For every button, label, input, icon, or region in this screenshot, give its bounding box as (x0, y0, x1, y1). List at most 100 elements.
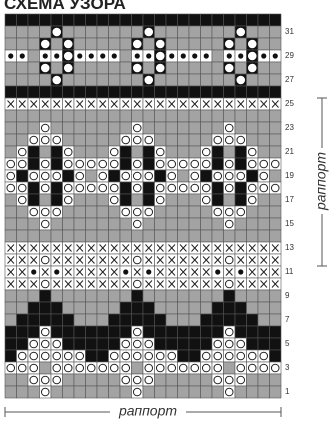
circle-symbol (132, 339, 142, 349)
cell (177, 61, 190, 75)
cell (200, 301, 213, 315)
cell (177, 25, 190, 39)
circle-symbol (109, 351, 119, 361)
cell (223, 193, 236, 207)
row-number: 13 (285, 243, 294, 252)
cell (16, 13, 29, 27)
cell (16, 61, 29, 75)
cell (96, 337, 109, 351)
cross-symbol (179, 280, 187, 288)
cell (73, 373, 86, 387)
cross-symbol (225, 268, 233, 276)
cell (154, 217, 167, 231)
cell (119, 37, 132, 51)
cell (142, 325, 155, 339)
cell (73, 289, 86, 303)
cell (246, 337, 259, 351)
circle-symbol (40, 255, 50, 265)
cross-symbol (179, 256, 187, 264)
cell (177, 349, 190, 363)
cell (188, 133, 201, 147)
cell (4, 313, 17, 327)
cross-symbol (18, 244, 26, 252)
circle-symbol (63, 39, 73, 49)
circle-symbol (236, 375, 246, 385)
cell (223, 361, 236, 375)
circle-symbol (63, 159, 73, 169)
cross-symbol (64, 256, 72, 264)
cell (211, 37, 224, 51)
cell (108, 61, 121, 75)
cell (188, 313, 201, 327)
cross-symbol (110, 268, 118, 276)
cell (108, 301, 121, 315)
cell (27, 385, 40, 399)
dot-symbol (272, 53, 278, 59)
cell (85, 325, 98, 339)
cell (257, 193, 270, 207)
cell (62, 133, 75, 147)
circle-symbol (40, 135, 50, 145)
cell (4, 25, 17, 39)
cell (188, 109, 201, 123)
cell (188, 25, 201, 39)
cell (119, 217, 132, 231)
cell (165, 313, 178, 327)
cell (188, 229, 201, 243)
cell (96, 109, 109, 123)
circle-symbol (224, 387, 234, 397)
cross-symbol (18, 280, 26, 288)
circle-symbol (144, 363, 154, 373)
circle-symbol (17, 159, 27, 169)
cell (85, 373, 98, 387)
cell (234, 193, 247, 207)
cross-symbol (214, 100, 222, 108)
cell (73, 133, 86, 147)
cell (96, 313, 109, 327)
cell (131, 25, 144, 39)
cross-symbol (87, 256, 95, 264)
cell (50, 157, 63, 171)
cell (85, 121, 98, 135)
circle-symbol (109, 363, 119, 373)
circle-symbol (190, 183, 200, 193)
cross-symbol (7, 268, 15, 276)
circle-symbol (155, 351, 165, 361)
cell (27, 121, 40, 135)
cross-symbol (76, 268, 84, 276)
cell (177, 217, 190, 231)
cell (96, 289, 109, 303)
circle-symbol (247, 159, 257, 169)
cell (257, 85, 270, 99)
cell (234, 229, 247, 243)
cell (108, 13, 121, 27)
cross-symbol (87, 280, 95, 288)
cell (269, 61, 282, 75)
circle-symbol (247, 363, 257, 373)
cell (200, 205, 213, 219)
cross-symbol (133, 244, 141, 252)
row-number: 19 (285, 171, 294, 180)
row-number: 3 (285, 363, 290, 372)
circle-symbol (40, 183, 50, 193)
circle-symbol (270, 183, 280, 193)
cell (246, 313, 259, 327)
cell (16, 337, 29, 351)
dot-symbol (180, 53, 186, 59)
dot-symbol (238, 269, 244, 275)
circle-symbol (270, 159, 280, 169)
cell (4, 193, 17, 207)
circle-symbol (121, 171, 131, 181)
cell (16, 205, 29, 219)
cell (85, 85, 98, 99)
cross-symbol (237, 256, 245, 264)
cross-symbol (30, 100, 38, 108)
circle-symbol (63, 195, 73, 205)
cell (257, 313, 270, 327)
circle-symbol (155, 363, 165, 373)
circle-symbol (29, 363, 39, 373)
cell (39, 313, 52, 327)
cell (142, 385, 155, 399)
cell (211, 73, 224, 87)
circle-symbol (63, 51, 73, 61)
